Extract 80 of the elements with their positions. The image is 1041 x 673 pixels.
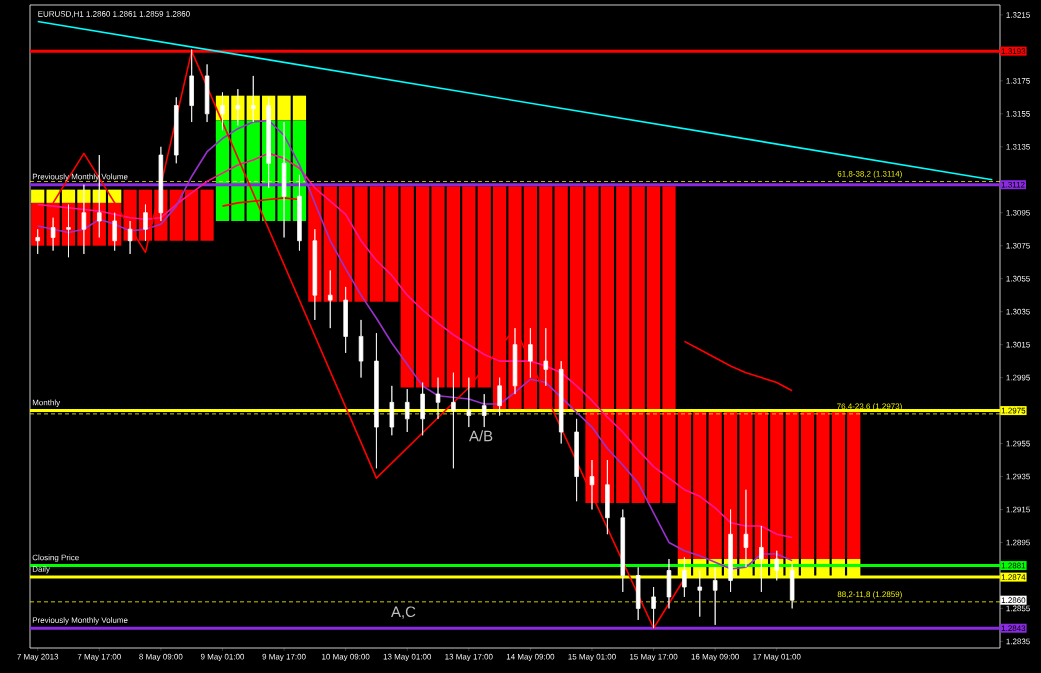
candlestick <box>651 586 656 629</box>
bar <box>662 186 676 503</box>
bar <box>292 95 307 121</box>
bar <box>831 410 845 559</box>
bar <box>354 186 368 302</box>
bar <box>385 186 399 302</box>
bar <box>739 410 753 559</box>
candlestick <box>204 63 210 123</box>
candlestick <box>497 377 502 416</box>
candlestick <box>297 174 302 252</box>
candlestick <box>543 327 549 387</box>
bar <box>800 410 815 559</box>
candlestick <box>404 388 410 433</box>
candlestick <box>112 212 117 252</box>
bar <box>708 410 722 559</box>
candlestick <box>158 146 164 222</box>
bar <box>569 186 584 409</box>
bar <box>416 186 430 388</box>
candlestick <box>743 489 749 568</box>
bar <box>200 189 214 241</box>
candlestick <box>327 270 333 329</box>
candlestick <box>435 377 441 420</box>
bar <box>323 186 337 302</box>
candlestick <box>574 418 579 502</box>
candlestick <box>127 220 133 255</box>
candlestick <box>558 360 564 444</box>
candlestick <box>143 204 148 242</box>
bar <box>400 186 414 388</box>
bar <box>785 410 799 559</box>
bar <box>770 410 784 559</box>
annotation: A,C <box>391 606 416 619</box>
bar <box>523 186 538 409</box>
candlestick <box>343 286 348 354</box>
bar <box>462 186 476 388</box>
bar <box>61 189 76 203</box>
bar <box>554 186 568 409</box>
bar <box>585 186 599 503</box>
candlestick <box>466 377 472 428</box>
bar <box>431 186 445 388</box>
bar <box>754 410 768 559</box>
candlestick <box>420 382 425 436</box>
candlestick <box>312 228 318 321</box>
bar <box>492 186 507 409</box>
bar <box>477 186 491 388</box>
bar <box>369 186 384 302</box>
candlestick <box>635 566 641 621</box>
candlestick <box>451 372 456 469</box>
candlestick <box>174 96 179 164</box>
bar <box>600 186 615 503</box>
bar <box>646 186 661 503</box>
bar <box>277 95 291 121</box>
candlestick <box>697 570 703 618</box>
candlestick <box>589 459 595 510</box>
candlestick <box>528 327 533 379</box>
annotation: A/B <box>469 430 493 442</box>
candlestick <box>50 217 56 252</box>
candlestick <box>620 509 626 593</box>
candlestick <box>512 327 518 395</box>
candlestick <box>666 558 672 609</box>
bar <box>185 189 199 241</box>
bar <box>677 410 691 559</box>
bar <box>539 186 553 409</box>
bar <box>816 410 830 559</box>
candlestick <box>358 319 364 379</box>
candlestick <box>605 459 610 535</box>
bar <box>339 186 353 302</box>
bar <box>31 189 45 203</box>
candlestick <box>35 228 40 255</box>
bar <box>616 186 630 503</box>
candlestick <box>389 385 395 436</box>
bar <box>847 410 861 559</box>
candlestick <box>789 563 795 609</box>
bar <box>693 410 707 559</box>
candlestick <box>712 566 718 626</box>
line-series <box>683 340 793 392</box>
candlestick <box>374 332 379 469</box>
bar <box>446 186 461 388</box>
candlestick <box>481 393 487 428</box>
candlestick <box>189 49 194 123</box>
bar <box>631 186 645 503</box>
